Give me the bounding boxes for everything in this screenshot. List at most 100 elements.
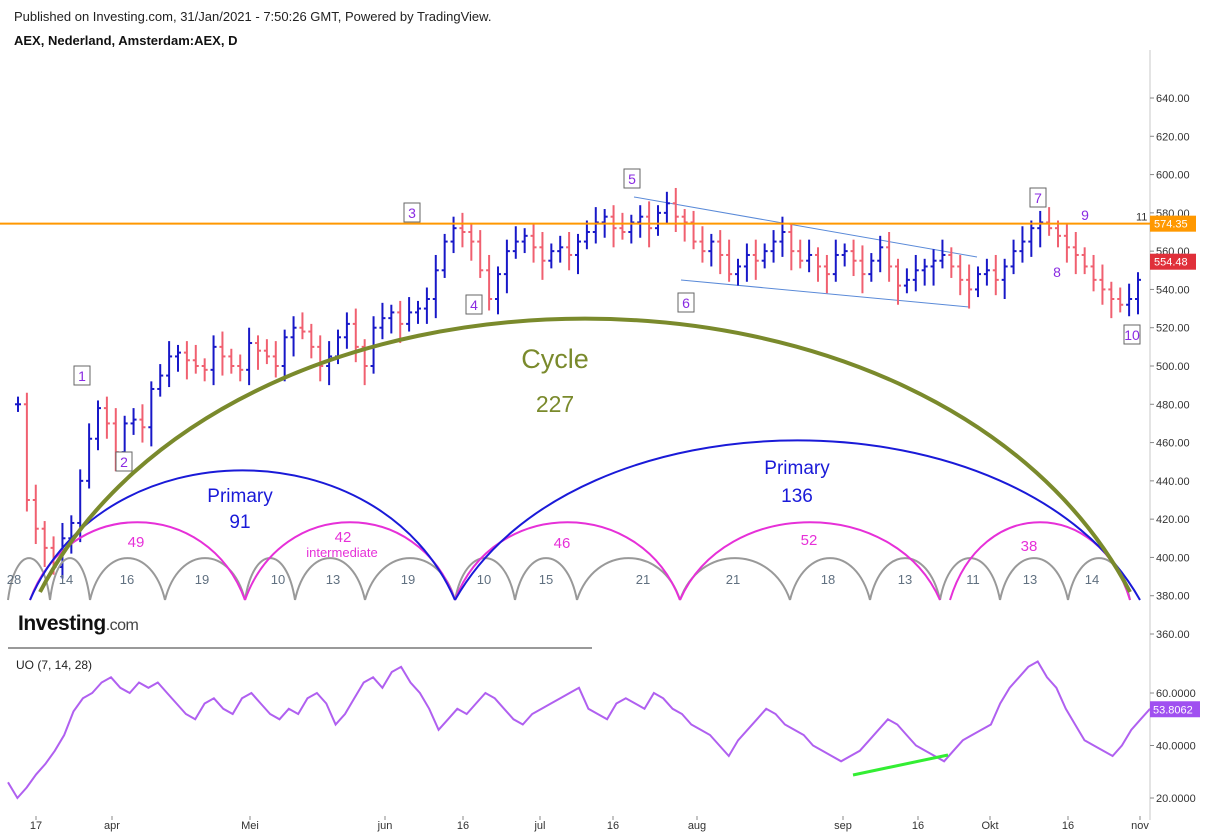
xtick-label: 16 — [607, 820, 619, 832]
xtick-label: apr — [104, 820, 120, 832]
price-ytick-label: 500.00 — [1156, 361, 1190, 373]
minor-cycle-length: 10 — [271, 572, 285, 587]
published-caption: Published on Investing.com, 31/Jan/2021 … — [14, 9, 492, 24]
price-ytick-label: 400.00 — [1156, 552, 1190, 564]
minor-cycle-length: 10 — [477, 572, 491, 587]
price-ytick-label: 460.00 — [1156, 438, 1190, 450]
wave-label: 9 — [1081, 207, 1089, 223]
channel-lower-line — [680, 279, 970, 308]
xtick-label: Mei — [241, 820, 259, 832]
half-primary-arc — [454, 521, 681, 601]
minor-cycle-length: 13 — [326, 572, 340, 587]
uo-series-line — [7, 660, 1151, 800]
last-price-label: 554.48 — [1154, 257, 1188, 269]
minor-cycle-arc — [514, 557, 578, 601]
minor-cycle-length: 15 — [539, 572, 553, 587]
wave-label-box — [1029, 187, 1047, 208]
minor-cycle-length: 21 — [636, 572, 650, 587]
xtick-label: 16 — [1062, 820, 1074, 832]
wave-label: 3 — [408, 205, 416, 221]
primary-label: Primary — [207, 486, 273, 507]
price-ytick-label: 420.00 — [1156, 514, 1190, 526]
uo-last-label: 53.8062 — [1153, 704, 1193, 716]
logo-brand: Investing — [18, 612, 106, 635]
minor-cycle-arc — [7, 557, 51, 601]
cycle-length: 227 — [536, 391, 574, 417]
minor-cycle-length: 16 — [120, 572, 134, 587]
price-ytick-label: 620.00 — [1156, 131, 1190, 143]
wave-label-box — [73, 365, 91, 386]
minor-cycle-arc — [49, 557, 91, 601]
xtick-label: 16 — [912, 820, 924, 832]
minor-cycle-arc — [789, 557, 871, 601]
wave-label-box — [677, 292, 695, 313]
minor-cycle-arc — [999, 557, 1069, 601]
half-primary-length: 49 — [128, 534, 145, 551]
primary-length: 136 — [781, 486, 813, 507]
cycle-label: Cycle — [521, 344, 589, 374]
price-ytick-label: 380.00 — [1156, 591, 1190, 603]
minor-cycle-arc — [576, 557, 681, 601]
half-primary-length: 42 — [335, 529, 352, 546]
minor-cycle-arc — [869, 557, 941, 601]
wave-label-box — [115, 451, 133, 472]
price-ytick-label: 640.00 — [1156, 93, 1190, 105]
wave-label: 10 — [1124, 327, 1140, 343]
xtick-label: 17 — [30, 820, 42, 832]
half-primary-arc — [679, 521, 941, 601]
uo-indicator-label: UO (7, 14, 28) — [16, 658, 93, 672]
xtick-label: Okt — [981, 820, 998, 832]
wave-label: 1 — [78, 368, 86, 384]
price-ytick-label: 520.00 — [1156, 323, 1190, 335]
primary-arc — [454, 439, 1141, 601]
price-ytick-label: 480.00 — [1156, 399, 1190, 411]
minor-cycle-arc — [294, 557, 366, 601]
xtick-label: 16 — [457, 820, 469, 832]
wave-label: 8 — [1053, 264, 1061, 280]
bullish-divergence-line — [852, 753, 949, 777]
logo-domain: .com — [105, 617, 139, 634]
minor-cycle-arc — [89, 557, 166, 601]
resistance-price-label: 574.35 — [1154, 219, 1188, 231]
uo-last-badge — [1150, 701, 1200, 718]
wave-label-box — [623, 168, 641, 189]
resistance-price-badge — [1150, 215, 1196, 232]
cycle-arc — [38, 316, 1132, 593]
wave-label-box — [1123, 324, 1141, 345]
resistance-tag-label: 11 — [1136, 212, 1147, 224]
investing-logo: Investing.com — [18, 612, 139, 636]
wave-label: 2 — [120, 454, 128, 470]
primary-length: 91 — [229, 512, 250, 533]
uo-ytick-label: 20.0000 — [1156, 793, 1196, 805]
uo-ytick-label: 60.0000 — [1156, 688, 1196, 700]
wave-label: 6 — [682, 295, 690, 311]
xtick-label: sep — [834, 820, 852, 832]
symbol-title: AEX, Nederland, Amsterdam:AEX, D — [14, 33, 238, 48]
primary-label: Primary — [764, 458, 830, 479]
price-ytick-label: 600.00 — [1156, 170, 1190, 182]
xtick-label: jun — [377, 820, 393, 832]
uo-ytick-label: 40.0000 — [1156, 741, 1196, 753]
price-ytick-label: 360.00 — [1156, 629, 1190, 641]
minor-cycle-length: 14 — [59, 572, 73, 587]
intermediate-label: intermediate — [306, 545, 378, 560]
xtick-label: jul — [533, 820, 545, 832]
minor-cycle-length: 19 — [401, 572, 415, 587]
xtick-label: aug — [688, 820, 706, 832]
minor-cycle-length: 14 — [1085, 572, 1099, 587]
xtick-label: nov — [1131, 820, 1149, 832]
half-primary-length: 52 — [801, 532, 818, 549]
wave-label: 4 — [470, 297, 478, 313]
minor-cycle-length: 18 — [821, 572, 835, 587]
minor-cycle-length: 13 — [898, 572, 912, 587]
wave-label-box — [465, 294, 483, 315]
half-primary-arc — [949, 521, 1131, 601]
minor-cycle-length: 19 — [195, 572, 209, 587]
price-ytick-label: 540.00 — [1156, 284, 1190, 296]
minor-cycle-length: 21 — [726, 572, 740, 587]
wave-label: 7 — [1034, 190, 1042, 206]
price-ytick-label: 440.00 — [1156, 476, 1190, 488]
wave-label: 5 — [628, 171, 636, 187]
last-price-badge — [1150, 253, 1196, 270]
